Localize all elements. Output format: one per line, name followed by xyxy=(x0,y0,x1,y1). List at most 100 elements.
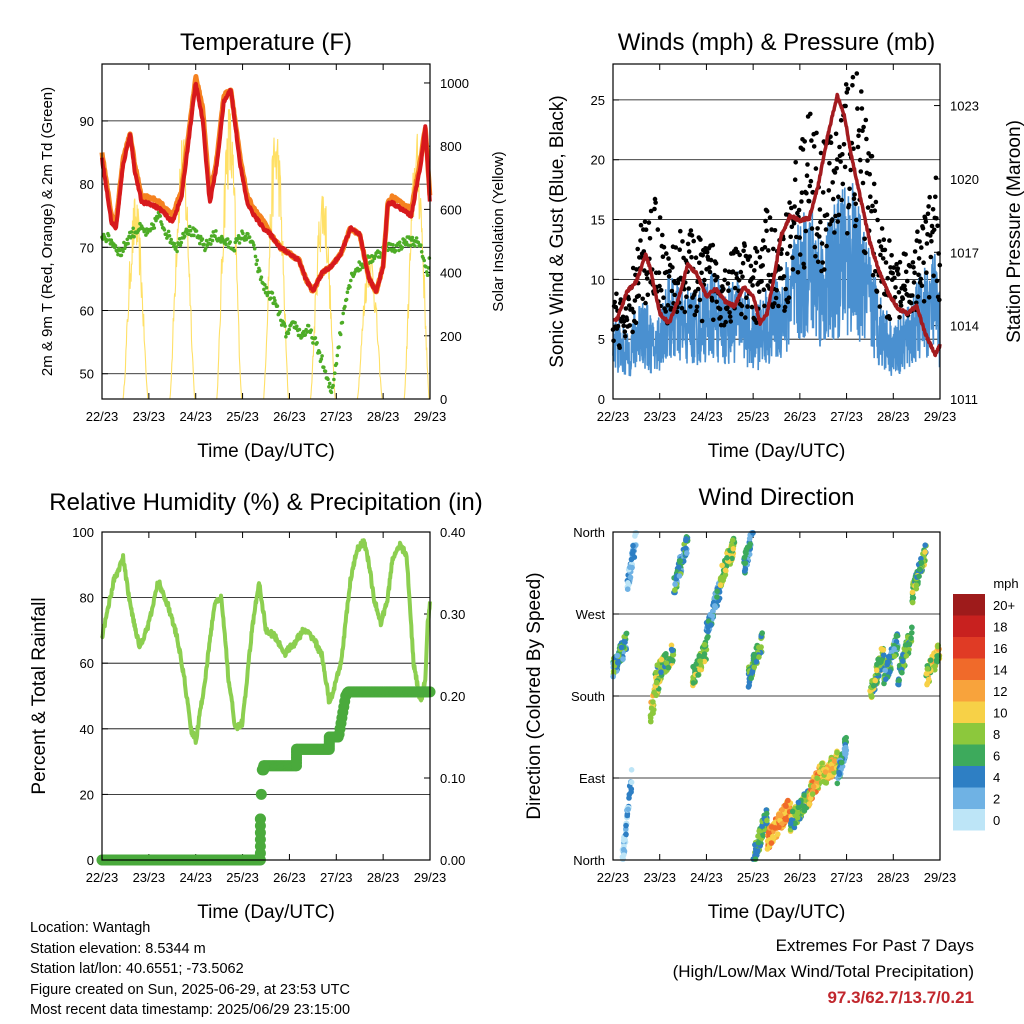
gust-point xyxy=(888,265,893,270)
direction-point xyxy=(623,822,629,829)
rainfall-series xyxy=(96,686,436,866)
direction-point xyxy=(746,535,753,542)
dewpoint-point xyxy=(426,266,431,270)
gust-point xyxy=(796,207,802,213)
y-tick-label: South xyxy=(571,689,605,704)
direction-point xyxy=(708,622,714,628)
gust-point xyxy=(642,219,648,224)
dewpoint-point xyxy=(237,241,242,245)
dewpoint-point xyxy=(119,253,124,258)
dewpoint-point xyxy=(413,244,417,248)
direction-point xyxy=(717,582,724,588)
rainfall-point xyxy=(258,760,270,772)
dewpoint-point xyxy=(333,371,337,376)
y-right-tick-label: 0 xyxy=(440,392,447,407)
y-tick-label: 40 xyxy=(80,722,94,737)
direction-point xyxy=(896,662,903,669)
colorbar-swatch xyxy=(953,787,985,809)
dewpoint-point xyxy=(106,233,111,238)
gust-point xyxy=(851,196,857,202)
y-right-tick-label: 800 xyxy=(440,139,462,154)
direction-point xyxy=(622,639,628,646)
gust-point xyxy=(722,277,727,283)
direction-point xyxy=(923,671,930,677)
direction-point xyxy=(906,641,913,647)
gust-point xyxy=(771,246,776,252)
direction-point xyxy=(619,854,626,860)
direction-point xyxy=(631,554,638,560)
gust-point xyxy=(844,90,850,95)
direction-point xyxy=(884,659,891,665)
gust-point xyxy=(850,83,855,88)
dewpoint-point xyxy=(129,230,134,234)
gust-point xyxy=(870,203,875,209)
direction-point xyxy=(778,812,784,819)
direction-point xyxy=(881,680,887,687)
gust-point xyxy=(632,298,638,303)
gust-point xyxy=(622,329,628,335)
gust-point xyxy=(808,178,814,184)
x-axis-title: Time (Day/UTC) xyxy=(197,441,335,462)
dewpoint-point xyxy=(252,246,257,251)
y-right-tick-label: 1014 xyxy=(950,319,979,334)
gust-point xyxy=(767,215,773,220)
gust-point xyxy=(748,263,754,269)
gust-point xyxy=(831,196,836,202)
direction-point xyxy=(869,693,875,700)
gust-point xyxy=(860,180,866,186)
gust-point xyxy=(709,298,715,303)
direction-point xyxy=(893,632,900,639)
gust-point xyxy=(895,266,901,271)
dewpoint-point xyxy=(397,240,402,245)
gust-point xyxy=(795,270,801,275)
dewpoint-point xyxy=(326,377,330,382)
colorbar-label: 4 xyxy=(993,770,1000,785)
gust-point xyxy=(864,136,869,142)
direction-point xyxy=(768,840,775,846)
x-axis-title: Time (Day/UTC) xyxy=(708,441,846,462)
direction-point xyxy=(742,560,749,566)
gust-point xyxy=(911,280,917,285)
gust-point xyxy=(801,265,807,270)
x-axis-title: Time (Day/UTC) xyxy=(197,902,335,923)
gust-point xyxy=(660,232,665,238)
gust-point xyxy=(897,315,902,320)
gust-point xyxy=(829,217,835,222)
plot-border xyxy=(101,63,431,400)
gust-point xyxy=(638,222,644,228)
gust-point xyxy=(707,265,712,270)
gust-point xyxy=(725,281,731,286)
gust-point xyxy=(688,228,694,233)
gust-point xyxy=(846,202,852,208)
direction-point xyxy=(672,587,678,593)
x-tick-label: 29/23 xyxy=(414,409,447,424)
direction-point xyxy=(814,775,820,781)
gust-point xyxy=(710,242,716,248)
dewpoint-point xyxy=(254,262,259,267)
gust-point xyxy=(814,130,819,136)
gust-point xyxy=(656,270,662,276)
gust-point xyxy=(924,270,929,276)
gust-point xyxy=(732,285,738,291)
gust-point xyxy=(689,233,695,238)
gust-point xyxy=(618,297,624,302)
gust-point xyxy=(837,144,842,150)
x-tick-label: 27/23 xyxy=(320,409,353,424)
dewpoint-point xyxy=(309,328,314,333)
y-axis-title: Sonic Wind & Gust (Blue, Black) xyxy=(547,95,568,367)
direction-point xyxy=(729,537,736,543)
x-tick-label: 24/23 xyxy=(690,409,723,424)
gust-point xyxy=(697,260,702,266)
direction-point xyxy=(909,624,915,631)
sonic-wind-line xyxy=(612,183,941,377)
gust-point xyxy=(740,260,746,266)
gust-point xyxy=(750,283,755,288)
gust-point xyxy=(933,175,939,181)
gust-point xyxy=(657,215,663,220)
gust-point xyxy=(871,181,877,187)
gust-point xyxy=(937,297,942,303)
colorbar-swatch xyxy=(953,637,985,659)
gust-point xyxy=(667,268,672,274)
gust-point xyxy=(928,233,933,238)
panel-2: Winds (mph) & Pressure (mb) Time (Day/UTC… xyxy=(547,29,1024,462)
